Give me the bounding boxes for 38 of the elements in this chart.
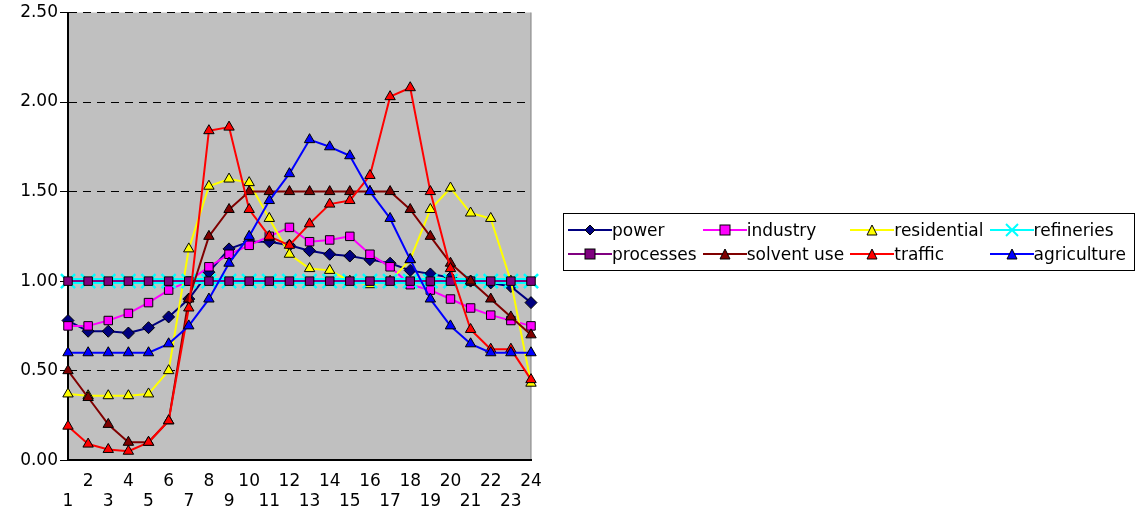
legend-label: traffic	[894, 244, 945, 264]
x-tick-label: 6	[163, 469, 175, 490]
x-tick-label: 12	[278, 469, 301, 490]
legend-label: refineries	[1033, 220, 1114, 240]
y-tick-label: 2.00	[20, 90, 58, 111]
legend-label: residential	[894, 220, 984, 240]
x-tick-label: 14	[318, 469, 341, 490]
x-tick-label: 15	[339, 490, 361, 511]
x-tick-label: 8	[203, 469, 215, 490]
legend-label: solvent use	[746, 244, 845, 264]
x-tick-label: 19	[419, 490, 442, 511]
x-tick-label: 9	[223, 490, 235, 511]
legend-label: agriculture	[1033, 244, 1126, 264]
y-tick-label: 0.50	[20, 359, 58, 380]
x-tick-label: 20	[439, 469, 462, 490]
legend-label: industry	[746, 220, 817, 240]
x-tick-label: 3	[102, 490, 114, 511]
y-tick-label: 0.00	[20, 448, 58, 469]
x-tick-label: 1	[62, 490, 74, 511]
legend-label: power	[612, 220, 665, 240]
x-tick-label: 5	[143, 490, 154, 511]
x-tick-label: 13	[298, 490, 321, 511]
x-tick-label: 10	[238, 469, 260, 490]
x-tick-label: 11	[258, 490, 281, 511]
x-tick-label: 4	[122, 469, 134, 490]
x-tick-label: 23	[500, 490, 522, 511]
x-tick-label: 21	[459, 490, 482, 511]
x-tick-label: 2	[82, 469, 94, 490]
x-tick-label: 7	[183, 490, 195, 511]
x-tick-label: 24	[520, 469, 542, 490]
y-tick-label: 1.50	[20, 180, 58, 200]
x-tick-label: 17	[379, 490, 401, 511]
x-tick-label: 16	[359, 469, 381, 490]
y-tick-label: 2.50	[20, 0, 58, 21]
legend-label: processes	[612, 244, 697, 264]
y-tick-label: 1.00	[20, 269, 58, 290]
x-tick-label: 18	[399, 469, 422, 490]
x-tick-label: 22	[479, 469, 502, 490]
